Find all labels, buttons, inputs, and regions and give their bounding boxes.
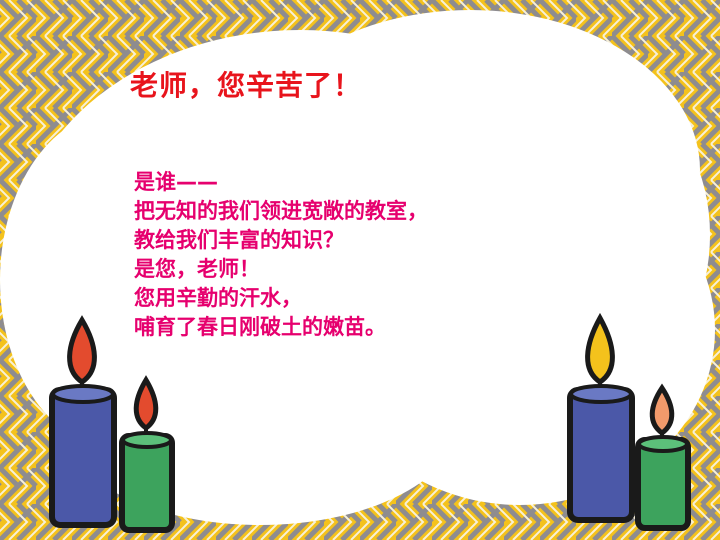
candle-blue-left — [49, 315, 117, 528]
flame-icon — [67, 315, 97, 386]
right-candles — [567, 312, 691, 531]
poem-line: 把无知的我们领进宽敞的教室， — [134, 199, 428, 223]
poem-line: 是谁—— — [134, 170, 218, 194]
poem-line: 您用辛勤的汗水， — [134, 286, 302, 310]
cloud-shape — [0, 10, 715, 525]
slide-title: 老师，您辛苦了！ — [130, 69, 363, 102]
candle-green-right — [635, 383, 691, 531]
candle-green-left — [119, 375, 175, 533]
left-candles — [49, 315, 175, 533]
poem-text: 是谁—— 把无知的我们领进宽敞的教室， 教给我们丰富的知识？ 是您，老师！ 您用… — [134, 168, 428, 342]
poem-line: 哺育了春日刚破土的嫩苗。 — [134, 315, 386, 339]
flame-icon — [133, 375, 159, 432]
flame-icon — [585, 312, 615, 386]
poem-line: 教给我们丰富的知识？ — [134, 228, 344, 252]
flame-icon — [649, 383, 675, 437]
poem-line: 是您，老师！ — [134, 257, 260, 281]
candle-blue-right — [567, 312, 635, 523]
